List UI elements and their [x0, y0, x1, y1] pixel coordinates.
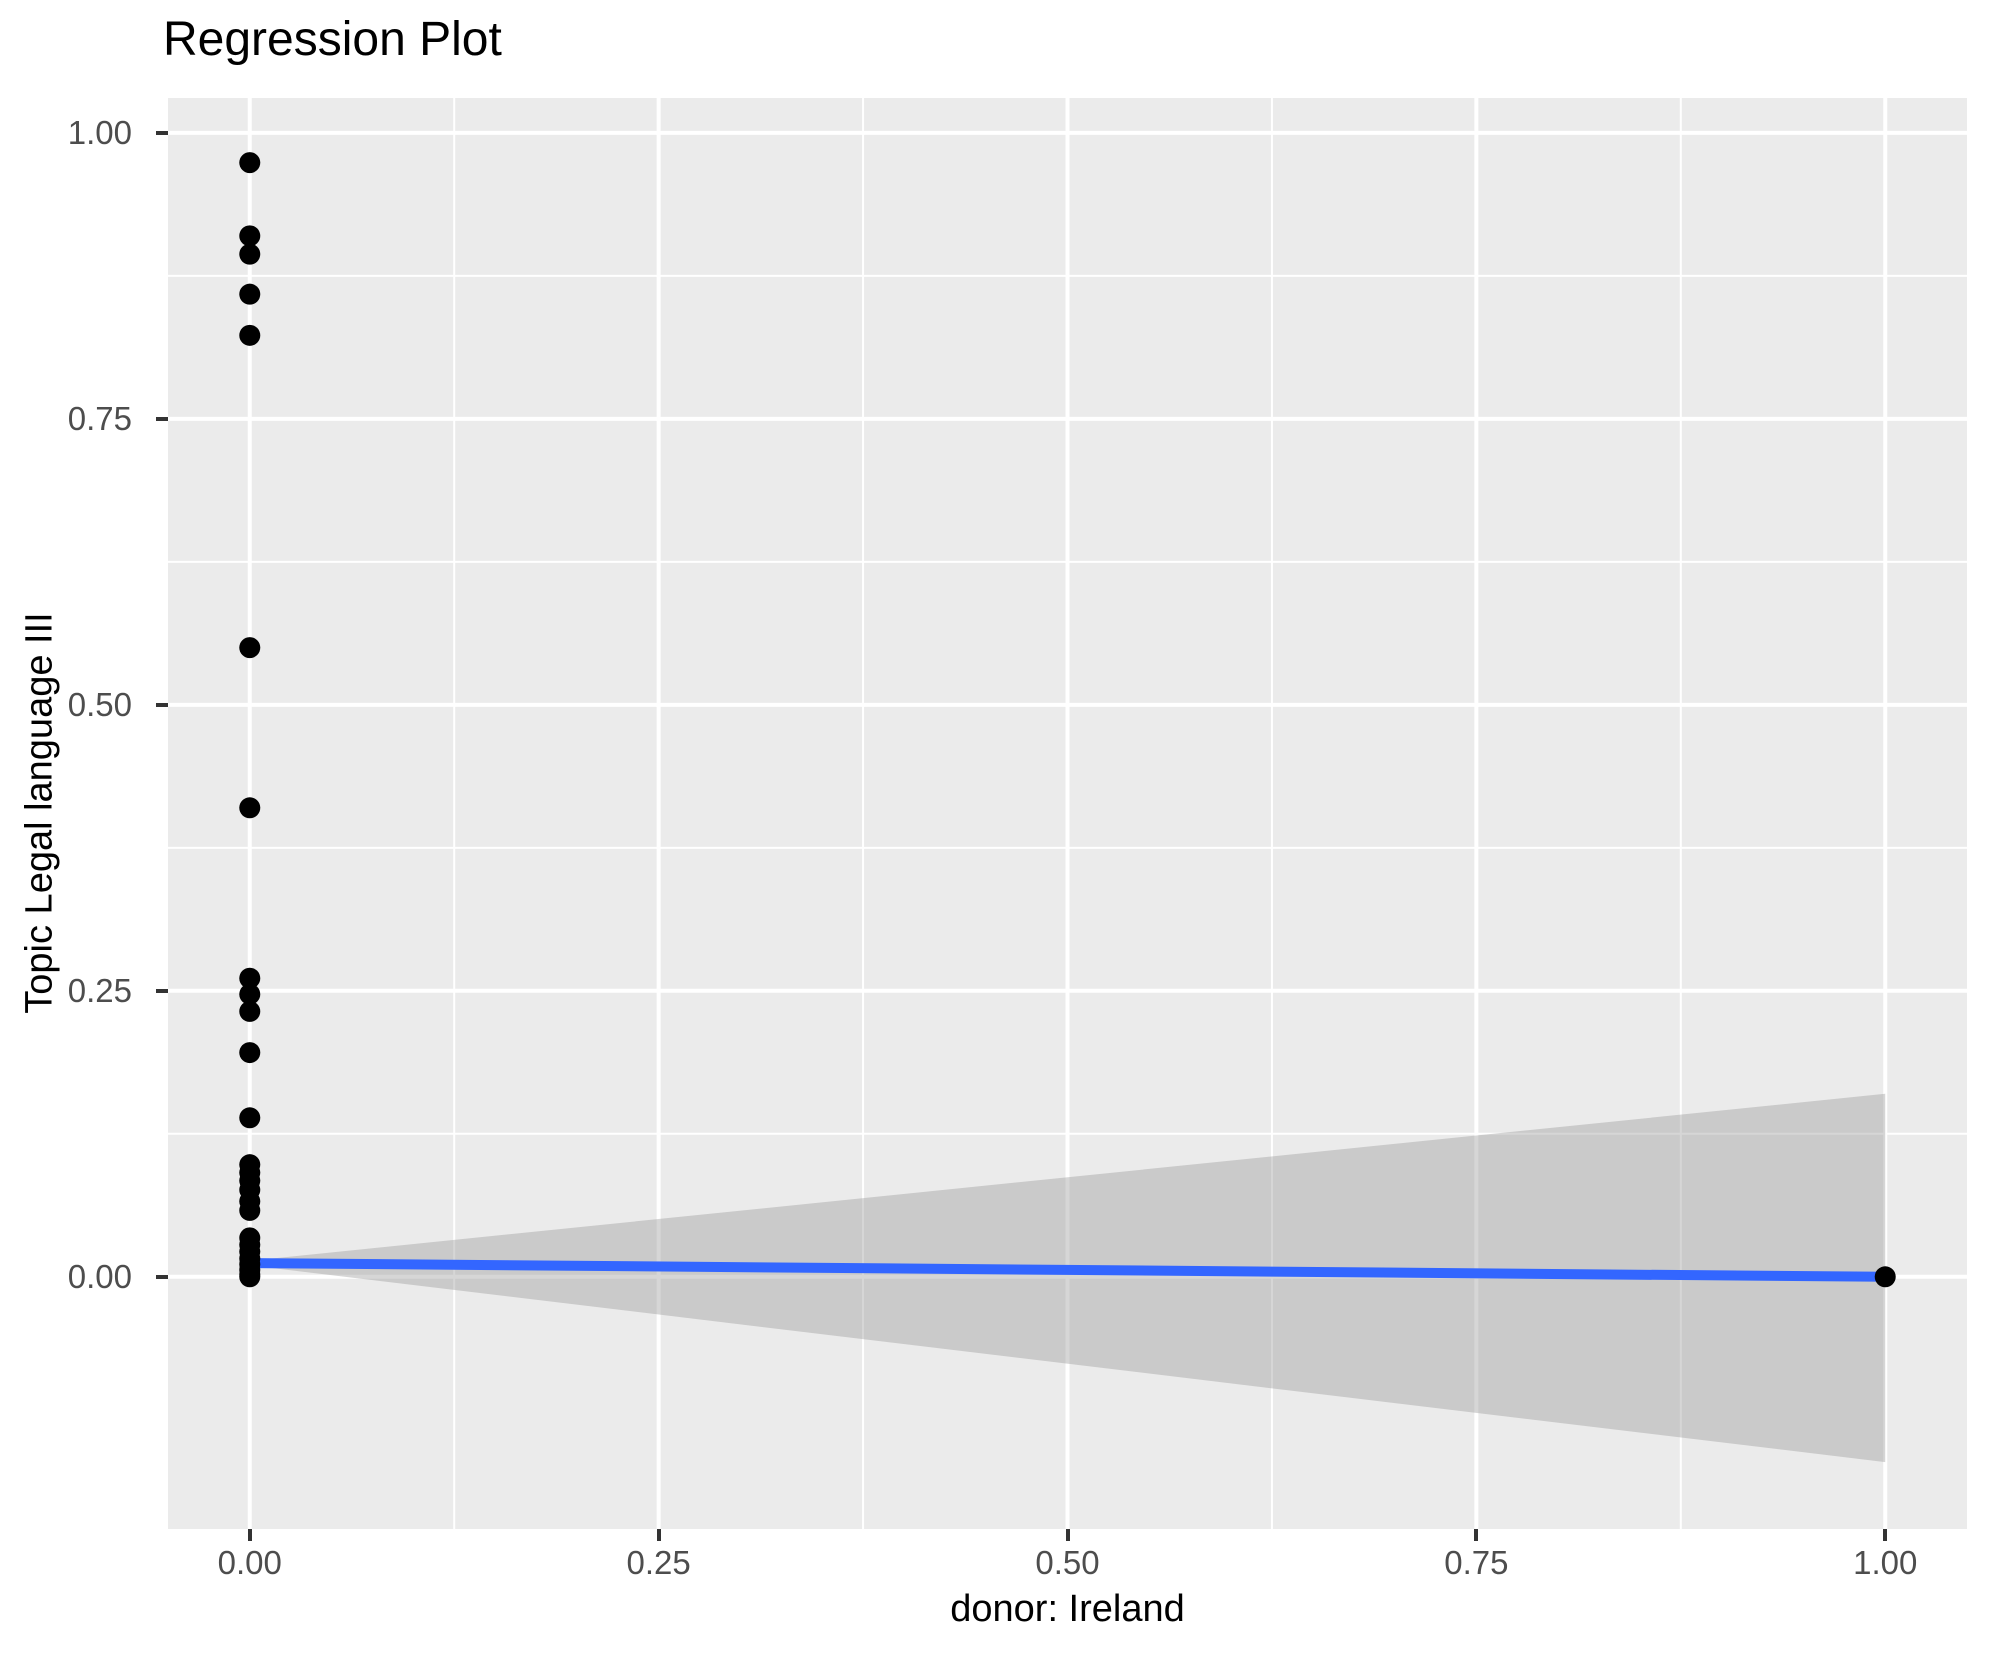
plot-title: Regression Plot: [163, 13, 502, 66]
data-point: [1874, 1266, 1896, 1288]
y-axis-tick-label: 0.00: [67, 1257, 132, 1295]
data-point: [239, 324, 261, 346]
confidence-band: [249, 1093, 1886, 1463]
data-point: [239, 797, 261, 819]
data-point: [239, 1266, 261, 1288]
regression-line: [249, 1258, 1886, 1282]
x-axis-tick-label: 0.25: [626, 1544, 691, 1581]
y-axis-tick: [156, 988, 168, 993]
y-axis-tick-label: 0.75: [67, 399, 132, 437]
y-axis-tick: [156, 416, 168, 421]
x-axis-tick-label: 0.00: [217, 1544, 282, 1581]
x-axis-tick: [1474, 1529, 1479, 1541]
data-point: [239, 1199, 261, 1221]
y-axis-tick-label: 0.25: [67, 971, 132, 1009]
x-axis-title: donor: Ireland: [950, 1588, 1185, 1630]
data-point: [239, 967, 261, 989]
scatter-points: [239, 152, 1896, 1288]
x-axis-tick: [247, 1529, 252, 1541]
chart-canvas: [168, 98, 1967, 1529]
data-point: [239, 225, 261, 247]
x-axis-tick-label: 1.00: [1853, 1544, 1918, 1581]
data-point: [239, 152, 261, 174]
y-axis-tick-label: 0.50: [67, 685, 132, 723]
y-axis-tick-label: 1.00: [67, 113, 132, 151]
y-axis-tick: [156, 702, 168, 707]
data-point: [239, 1000, 261, 1022]
data-point: [239, 283, 261, 305]
x-axis-tick: [656, 1529, 661, 1541]
x-axis-tick: [1883, 1529, 1888, 1541]
x-axis-tick-label: 0.50: [1035, 1544, 1100, 1581]
data-point: [239, 1107, 261, 1129]
x-axis-tick: [1065, 1529, 1070, 1541]
data-point: [239, 637, 261, 659]
data-point: [239, 1042, 261, 1064]
y-axis-title: Topic Legal language III: [18, 612, 61, 1014]
data-point: [239, 243, 261, 265]
data-point: [239, 983, 261, 1005]
x-axis-tick-label: 0.75: [1444, 1544, 1509, 1581]
y-axis-tick: [156, 1274, 168, 1279]
plot-panel: [168, 98, 1967, 1529]
y-axis-tick: [156, 130, 168, 135]
